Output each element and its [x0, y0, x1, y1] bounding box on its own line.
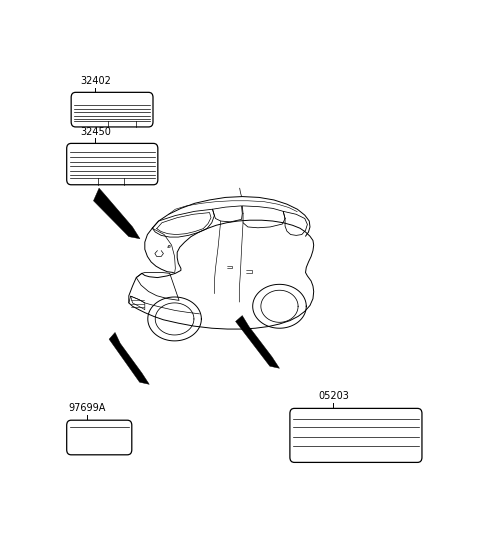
Polygon shape — [236, 316, 279, 368]
FancyBboxPatch shape — [67, 420, 132, 455]
Polygon shape — [109, 333, 149, 384]
FancyBboxPatch shape — [67, 144, 158, 185]
Text: 32450: 32450 — [80, 127, 111, 136]
FancyBboxPatch shape — [290, 408, 422, 463]
Polygon shape — [94, 188, 140, 239]
Text: 05203: 05203 — [318, 391, 349, 401]
Text: 32402: 32402 — [80, 76, 111, 86]
FancyBboxPatch shape — [71, 93, 153, 127]
Text: 97699A: 97699A — [68, 403, 106, 413]
